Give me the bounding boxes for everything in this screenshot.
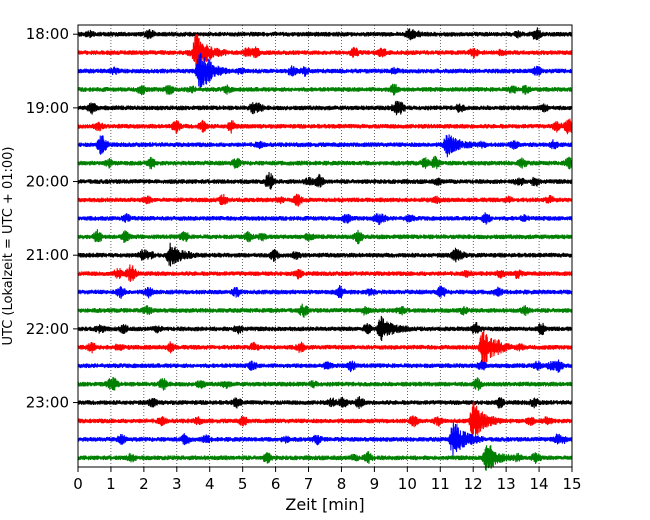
x-tick-label-1: 1 [106, 475, 116, 493]
trace-row-23 [77, 445, 573, 471]
x-tick-label-13: 13 [497, 475, 516, 493]
x-tick-label-6: 6 [271, 475, 281, 493]
y-tick-label-23:00: 23:00 [26, 394, 69, 412]
trace-row-5 [77, 118, 573, 135]
x-axis-ticks: 0 1 2 3 4 5 6 7 8 9 10 11 12 13 14 15 [73, 467, 582, 493]
y-tick-label-21:00: 21:00 [26, 246, 69, 264]
trace-row-6 [77, 134, 573, 158]
x-tick-label-10: 10 [398, 475, 417, 493]
trace-row-22 [77, 422, 573, 456]
trace-row-13 [77, 264, 573, 283]
trace-row-18 [77, 359, 573, 373]
x-tick-label-15: 15 [562, 475, 581, 493]
plot-frame [77, 24, 573, 468]
x-tick-label-3: 3 [172, 475, 182, 493]
trace-row-2 [77, 52, 573, 90]
y-axis-title: UTC (Lokalzeit = UTC + 01:00) [1, 147, 16, 346]
x-tick-label-9: 9 [370, 475, 380, 493]
trace-row-14 [77, 284, 573, 299]
trace-row-12 [77, 242, 573, 267]
trace-row-11 [77, 229, 573, 245]
trace-row-1 [77, 34, 573, 71]
trace-row-0 [77, 27, 573, 41]
seismic-traces [77, 27, 573, 471]
trace-row-8 [77, 172, 573, 190]
x-tick-label-11: 11 [431, 475, 450, 493]
trace-row-20 [77, 396, 573, 410]
x-tick-label-0: 0 [73, 475, 83, 493]
trace-row-17 [77, 330, 573, 366]
y-axis-ticks: 18:00 19:00 20:00 21:00 22:00 23:00 [26, 25, 78, 412]
x-tick-label-4: 4 [205, 475, 215, 493]
trace-row-7 [77, 155, 573, 170]
x-tick-label-2: 2 [139, 475, 149, 493]
y-tick-label-20:00: 20:00 [26, 173, 69, 191]
trace-row-16 [77, 315, 573, 342]
y-tick-label-19:00: 19:00 [26, 99, 69, 117]
trace-row-21 [77, 401, 573, 438]
x-tick-label-14: 14 [530, 475, 549, 493]
trace-row-9 [77, 193, 573, 207]
x-tick-label-7: 7 [304, 475, 314, 493]
x-tick-label-12: 12 [464, 475, 483, 493]
trace-row-4 [77, 100, 573, 116]
trace-row-3 [77, 83, 573, 96]
x-tick-label-5: 5 [238, 475, 248, 493]
trace-row-10 [77, 212, 573, 226]
trace-row-15 [77, 303, 573, 318]
x-axis-title: Zeit [min] [285, 495, 364, 514]
x-tick-label-8: 8 [337, 475, 347, 493]
trace-row-19 [77, 377, 573, 391]
y-tick-label-18:00: 18:00 [26, 25, 69, 43]
y-tick-label-22:00: 22:00 [26, 320, 69, 338]
